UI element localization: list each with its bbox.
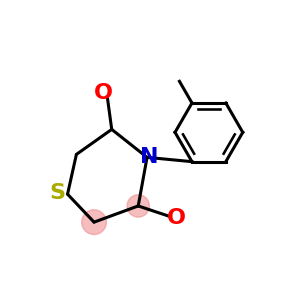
Text: N: N bbox=[140, 147, 159, 167]
Circle shape bbox=[82, 210, 106, 235]
Text: O: O bbox=[94, 82, 113, 103]
Text: O: O bbox=[167, 208, 186, 228]
Circle shape bbox=[127, 195, 149, 217]
Text: S: S bbox=[49, 183, 65, 203]
